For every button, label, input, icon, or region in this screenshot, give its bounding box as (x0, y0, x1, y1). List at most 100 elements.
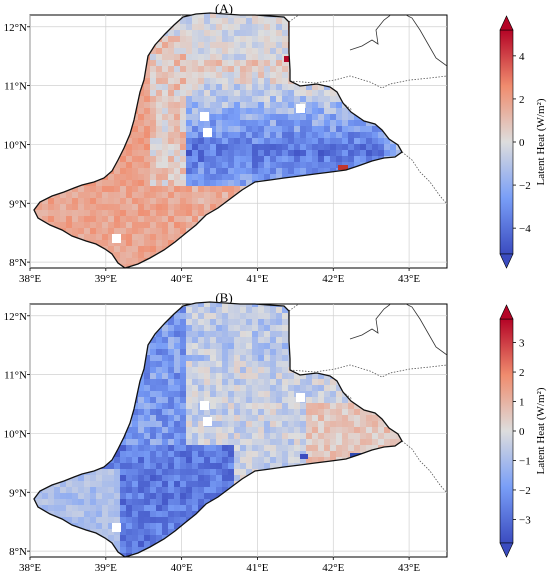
field-cell (336, 102, 342, 108)
field-cell (246, 54, 252, 60)
field-cell (210, 96, 216, 102)
field-cell (108, 186, 114, 192)
field-cell (252, 168, 258, 174)
field-cell (306, 126, 312, 132)
field-cell (198, 24, 204, 30)
field-cell (180, 319, 186, 325)
field-cell (276, 325, 282, 331)
field-cell (288, 168, 294, 174)
field-cell (114, 487, 120, 493)
lon-tick-label: 42°E (322, 273, 344, 285)
field-cell (252, 132, 258, 138)
field-cell (138, 415, 144, 421)
field-cell (348, 144, 354, 150)
field-cell (90, 487, 96, 493)
field-cell (192, 18, 198, 24)
field-cell (240, 168, 246, 174)
field-cell (216, 132, 222, 138)
field-cell (96, 475, 102, 481)
field-cell (306, 445, 312, 451)
field-cell (132, 132, 138, 138)
field-cell (186, 48, 192, 54)
field-cell (156, 457, 162, 463)
field-cell (198, 391, 204, 397)
field-cell (156, 469, 162, 475)
field-cell (240, 421, 246, 427)
field-cell (186, 96, 192, 102)
field-cell (234, 379, 240, 385)
field-cell (210, 78, 216, 84)
field-cell (66, 192, 72, 198)
field-cell (210, 463, 216, 469)
field-cell (276, 108, 282, 114)
field-cell (102, 186, 108, 192)
field-cell (222, 343, 228, 349)
colorbar-label-a: Latent Heat (W/m²) (535, 98, 547, 185)
field-cell (144, 445, 150, 451)
field-cell (216, 445, 222, 451)
field-cell (192, 120, 198, 126)
field-cell (222, 144, 228, 150)
field-cell (150, 469, 156, 475)
field-cell (264, 150, 270, 156)
field-cell (138, 234, 144, 240)
field-cell (240, 397, 246, 403)
field-cell (186, 120, 192, 126)
field-cell (180, 54, 186, 60)
field-cell (210, 90, 216, 96)
field-cell (174, 331, 180, 337)
field-cell (114, 210, 120, 216)
field-cell (66, 493, 72, 499)
field-cell (228, 66, 234, 72)
field-cell (276, 343, 282, 349)
field-cell (330, 108, 336, 114)
field-cell (150, 511, 156, 517)
field-cell (150, 523, 156, 529)
field-cell (162, 367, 168, 373)
field-cell (144, 499, 150, 505)
field-cell (180, 343, 186, 349)
field-cell (138, 126, 144, 132)
field-cell (180, 108, 186, 114)
field-cell (288, 415, 294, 421)
field-cell (240, 403, 246, 409)
field-cell (150, 156, 156, 162)
field-cell (162, 216, 168, 222)
field-cell (114, 216, 120, 222)
field-cell (252, 150, 258, 156)
field-cell (156, 439, 162, 445)
field-cell (234, 331, 240, 337)
field-cell (324, 108, 330, 114)
field-cell (138, 150, 144, 156)
field-cell (144, 228, 150, 234)
field-cell (210, 180, 216, 186)
field-cell (162, 451, 168, 457)
field-cell (174, 162, 180, 168)
field-cell (144, 156, 150, 162)
field-cell (204, 373, 210, 379)
field-cell (84, 210, 90, 216)
field-cell (156, 168, 162, 174)
field-cell (258, 78, 264, 84)
field-cell (228, 391, 234, 397)
field-cell (312, 445, 318, 451)
field-cell (294, 150, 300, 156)
field-cell (228, 168, 234, 174)
field-cell (294, 403, 300, 409)
field-cell (228, 337, 234, 343)
field-cell (150, 367, 156, 373)
field-cell (222, 72, 228, 78)
field-cell (204, 427, 210, 433)
field-cell (126, 511, 132, 517)
field-cell (186, 337, 192, 343)
field-cell (264, 66, 270, 72)
field-cell (246, 349, 252, 355)
field-cell (186, 108, 192, 114)
field-cell (168, 72, 174, 78)
field-cell (144, 373, 150, 379)
field-cell (126, 439, 132, 445)
field-cell (204, 475, 210, 481)
field-cell (252, 409, 258, 415)
field-cell (312, 421, 318, 427)
field-cell (168, 361, 174, 367)
